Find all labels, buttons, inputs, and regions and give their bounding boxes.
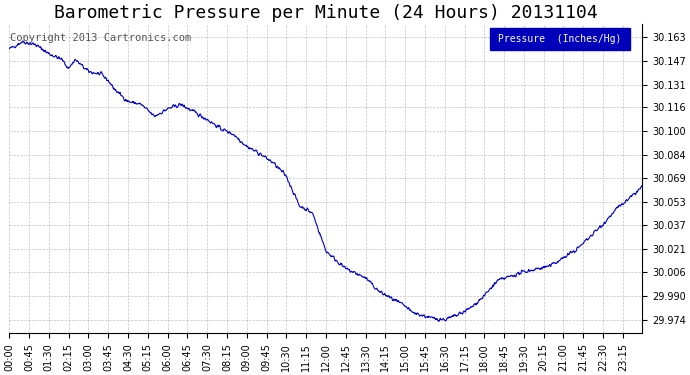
Title: Barometric Pressure per Minute (24 Hours) 20131104: Barometric Pressure per Minute (24 Hours… xyxy=(54,4,598,22)
Text: Pressure  (Inches/Hg): Pressure (Inches/Hg) xyxy=(498,34,622,44)
Text: Copyright 2013 Cartronics.com: Copyright 2013 Cartronics.com xyxy=(10,33,191,43)
Bar xyxy=(491,28,629,50)
